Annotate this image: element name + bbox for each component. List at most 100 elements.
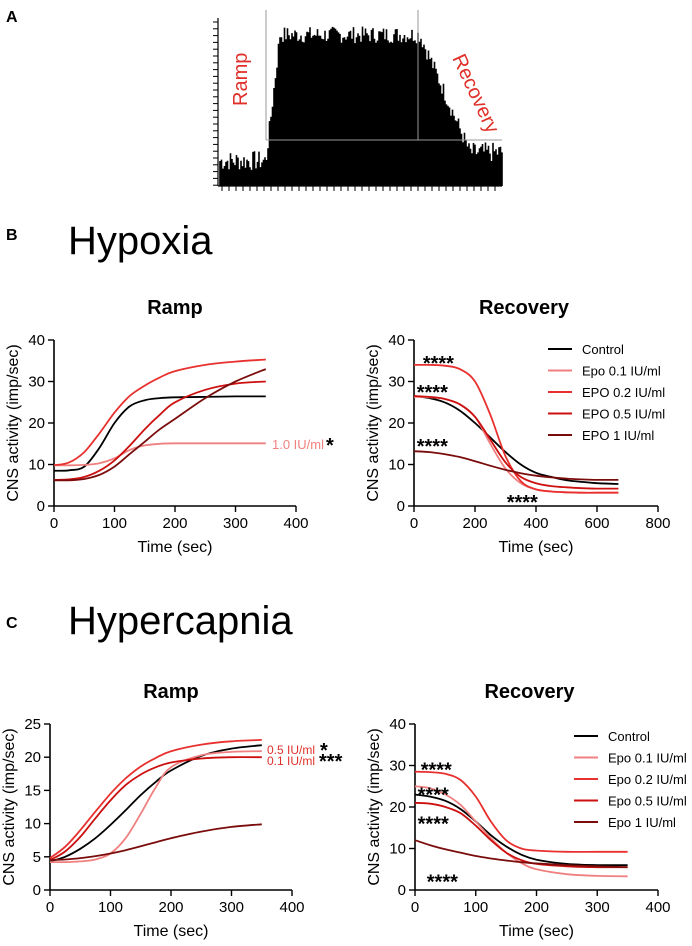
series-line-control [53, 395, 266, 472]
series-line-control [49, 744, 262, 863]
x-tick-label: 400 [279, 899, 304, 916]
y-tick-label: 40 [389, 716, 406, 733]
significance-stars: *** [319, 751, 343, 773]
y-tick-label: 10 [24, 816, 41, 833]
legend-label: Epo 0.5 IU/ml [608, 794, 687, 809]
x-tick-label: 0 [411, 899, 419, 916]
trace-ticks [213, 21, 496, 191]
legend-label: Control [582, 342, 624, 357]
panel-letter-c: C [6, 615, 18, 632]
x-tick-label: 300 [585, 899, 610, 916]
series-line-epo-0-5-iu-ml [49, 756, 262, 861]
series-line-epo-1-iu-ml [53, 368, 267, 482]
series-line-control [413, 395, 619, 485]
y-tick-label: 25 [24, 716, 41, 733]
chart-hypoxia-ramp: Ramp 0 100 200 300 400 0 10 20 30 40 Time (sec) CNS … [5, 297, 334, 556]
y-tick-label: 20 [24, 749, 41, 766]
series-line-epo-0-2-iu-ml [414, 770, 628, 853]
x-tick-label: 400 [523, 515, 548, 532]
dose-annotation: 0.1 IU/ml [267, 754, 315, 768]
x-tick-label: 0 [46, 899, 54, 916]
series-line-epo-1-iu-ml [413, 450, 619, 481]
y-axis-label: CNS activity (imp/sec) [5, 344, 22, 501]
x-tick-label: 600 [584, 515, 609, 532]
significance-stars: **** [418, 814, 449, 836]
chart-title: Recovery [479, 297, 570, 319]
x-tick-label: 200 [158, 899, 183, 916]
y-axis-label: CNS activity (imp/sec) [366, 728, 383, 885]
section-title-hypercapnia: Hypercapnia [68, 599, 293, 643]
dose-annotation: 1.0 IU/ml [272, 437, 324, 452]
significance-stars: **** [423, 353, 454, 375]
y-axis-label: CNS activity (imp/sec) [365, 344, 382, 501]
chart-title: Ramp [147, 297, 203, 319]
y-tick-label: 0 [37, 498, 45, 515]
x-axis-label: Time (sec) [499, 923, 574, 940]
activity-trace-bars [219, 26, 503, 186]
y-tick-label: 0 [397, 498, 405, 515]
x-tick-label: 200 [524, 899, 549, 916]
chart-hypoxia-recovery: Recovery 0 200 400 600 800 0 10 20 30 40 Time (sec)… [365, 297, 671, 556]
y-tick-label: 15 [24, 782, 41, 799]
series-line-epo-0-5-iu-ml [53, 380, 266, 481]
x-tick-label: 400 [645, 899, 670, 916]
y-tick-label: 40 [28, 332, 45, 349]
x-tick-label: 100 [98, 899, 123, 916]
legend-label: Epo 0.1 IU/ml [608, 751, 687, 766]
label-ramp: Ramp [230, 53, 252, 106]
y-tick-label: 10 [388, 457, 405, 474]
significance-stars: **** [418, 784, 449, 806]
activity-trace-panel: Ramp Recovery [213, 10, 503, 191]
chart-hypercapnia-ramp: Ramp 0 100 200 300 400 0 5 10 15 20 25 Time (sec) CNS… [1, 681, 343, 940]
chart-title: Recovery [484, 681, 575, 703]
chart-title: Ramp [143, 681, 199, 703]
legend-label: EPO 0.5 IU/ml [582, 407, 665, 422]
x-tick-label: 100 [102, 515, 127, 532]
x-axis-label: Time (sec) [134, 923, 209, 940]
x-tick-label: 300 [219, 899, 244, 916]
y-tick-label: 40 [388, 332, 405, 349]
series-line-epo-0-2-iu-ml [53, 358, 266, 467]
legend-label: Epo 1 IU/ml [608, 815, 676, 830]
y-axis-label: CNS activity (imp/sec) [1, 728, 18, 885]
legend-label: Epo 0.2 IU/ml [608, 772, 687, 787]
significance-stars: * [320, 740, 328, 762]
x-tick-label: 400 [283, 515, 308, 532]
activity-bars [219, 26, 503, 186]
legend-label: EPO 1 IU/ml [582, 428, 654, 443]
series-line-epo-0-5-iu-ml [413, 395, 619, 490]
x-tick-label: 0 [410, 515, 418, 532]
x-tick-label: 300 [223, 515, 248, 532]
y-tick-label: 0 [398, 882, 406, 899]
y-tick-label: 0 [33, 882, 41, 899]
x-tick-label: 100 [463, 899, 488, 916]
series-line-epo-1-iu-ml [414, 839, 628, 869]
x-tick-label: 800 [645, 515, 670, 532]
y-tick-label: 30 [389, 758, 406, 775]
x-axis-label: Time (sec) [138, 539, 213, 556]
series-line-epo-1-iu-ml [49, 823, 262, 861]
x-tick-label: 200 [162, 515, 187, 532]
legend-label: Control [608, 729, 650, 744]
series-line-control [414, 793, 628, 867]
significance-stars: **** [421, 760, 452, 782]
legend-label: EPO 0.2 IU/ml [582, 385, 665, 400]
y-tick-label: 5 [33, 849, 41, 866]
series-line-epo-0-5-iu-ml [414, 802, 628, 869]
y-tick-label: 20 [28, 415, 45, 432]
significance-stars: **** [427, 872, 458, 894]
panel-letter-a: A [6, 9, 18, 26]
significance-stars: **** [417, 382, 448, 404]
y-tick-label: 20 [388, 415, 405, 432]
section-title-hypoxia: Hypoxia [68, 219, 213, 263]
x-axis-label: Time (sec) [499, 539, 574, 556]
dose-annotation: 0.5 IU/ml [267, 743, 315, 757]
y-tick-label: 10 [28, 457, 45, 474]
y-tick-label: 30 [28, 374, 45, 391]
x-tick-label: 0 [50, 515, 58, 532]
y-tick-label: 10 [389, 841, 406, 858]
series-line-epo-0-1-iu-ml [53, 442, 266, 467]
series-line-epo-0-2-iu-ml [49, 739, 262, 859]
significance-stars: * [326, 435, 334, 457]
